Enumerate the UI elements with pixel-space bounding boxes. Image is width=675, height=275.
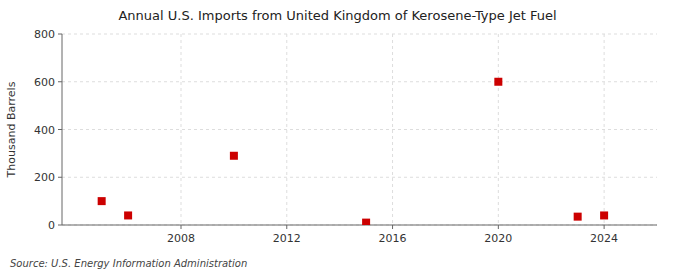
x-tick	[286, 225, 287, 229]
point	[98, 197, 106, 205]
grid-line-y	[62, 177, 657, 178]
point	[362, 219, 370, 225]
grid-line-y	[62, 34, 657, 35]
y-tick	[58, 225, 62, 226]
x-tick	[181, 225, 182, 229]
grid-line-y	[62, 129, 657, 130]
x-tick-label: 2008	[167, 232, 195, 245]
grid-line-y	[62, 81, 657, 82]
chart: Annual U.S. Imports from United Kingdom …	[0, 0, 675, 275]
grid-line-x	[498, 34, 499, 225]
grid-line-x	[181, 34, 182, 225]
grid-line-x	[604, 34, 605, 225]
y-axis-label: Thousand Barrels	[5, 81, 18, 178]
y-ticks: 0 200 400 600 800	[34, 28, 62, 232]
title: Annual U.S. Imports from United Kingdom …	[118, 8, 556, 23]
y-tick	[58, 34, 62, 35]
y-tick-label: 400	[34, 124, 55, 137]
x-tick-label: 2016	[379, 232, 407, 245]
x-tick	[498, 225, 499, 229]
point	[124, 211, 132, 219]
page: {"chart_data": {"type": "scatter", "titl…	[0, 0, 675, 275]
source-note: Source: U.S. Energy Information Administ…	[10, 258, 247, 269]
point	[574, 213, 582, 221]
x-tick-label: 2024	[590, 232, 618, 245]
y-tick	[58, 81, 62, 82]
point	[494, 78, 502, 86]
y-tick	[58, 177, 62, 178]
grid-line-y	[62, 225, 657, 226]
y-tick-label: 600	[34, 76, 55, 89]
y-tick-label: 800	[34, 28, 55, 41]
y-tick-label: 200	[34, 171, 55, 184]
y-tick-label: 0	[48, 219, 55, 232]
x-ticks: 2008 2012 2016 2020 2024	[167, 225, 618, 245]
x-tick-label: 2020	[484, 232, 512, 245]
x-tick	[604, 225, 605, 229]
x-axis-line	[62, 225, 657, 226]
point	[600, 211, 608, 219]
x-tick	[392, 225, 393, 229]
grid	[62, 34, 657, 225]
point	[230, 152, 238, 160]
chart-container: Annual U.S. Imports from United Kingdom …	[0, 0, 675, 275]
points	[98, 78, 608, 225]
grid-line-x	[392, 34, 393, 225]
grid-line-x	[286, 34, 287, 225]
y-tick	[58, 129, 62, 130]
x-tick-label: 2012	[273, 232, 301, 245]
